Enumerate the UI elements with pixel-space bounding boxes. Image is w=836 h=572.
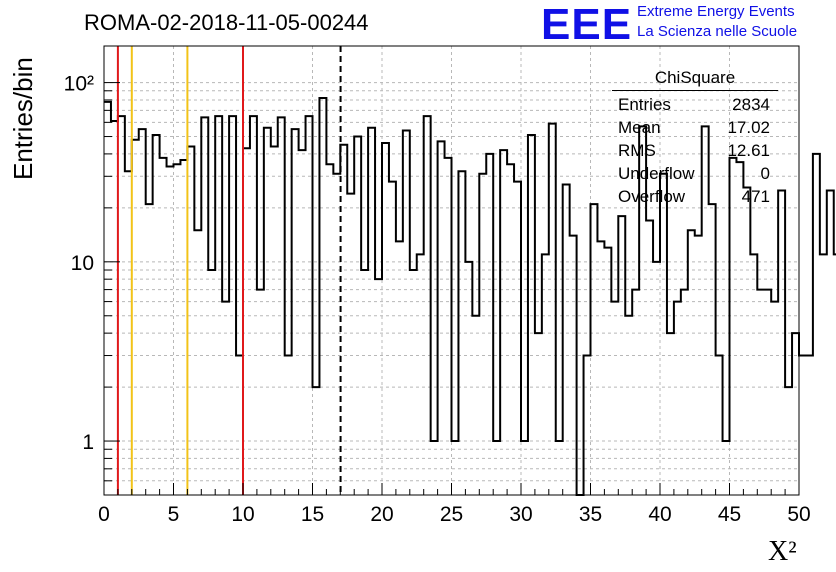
stats-value: 2834 xyxy=(732,95,770,114)
x-tick-label: 40 xyxy=(648,503,671,526)
chart-title: ROMA-02-2018-11-05-00244 xyxy=(84,10,369,35)
stats-label: RMS xyxy=(618,141,656,160)
x-tick-label: 50 xyxy=(787,503,810,526)
y-axis-label: Entries/bin xyxy=(8,57,38,180)
stats-value: 17.02 xyxy=(727,118,770,137)
x-axis-label: X² xyxy=(768,536,797,567)
y-tick-label: 10 xyxy=(71,252,94,275)
stats-value: 0 xyxy=(760,164,770,183)
stats-label: Overflow xyxy=(618,187,686,206)
eee-logo: EEE xyxy=(541,0,633,49)
y-tick-label: 10² xyxy=(64,73,94,96)
stats-label: Mean xyxy=(618,118,661,137)
x-tick-label: 5 xyxy=(168,503,180,526)
x-tick-label: 30 xyxy=(509,503,532,526)
x-tick-label: 25 xyxy=(440,503,463,526)
x-tick-label: 15 xyxy=(301,503,324,526)
logo-caption-line1: Extreme Energy Events xyxy=(637,3,795,20)
stats-row-entries: Entries 2834 xyxy=(612,93,778,116)
stats-row-rms: RMS 12.61 xyxy=(612,139,778,162)
x-tick-label: 0 xyxy=(98,503,110,526)
stats-row-overflow: Overflow 471 xyxy=(612,185,778,208)
x-tick-label: 45 xyxy=(718,503,741,526)
stats-row-mean: Mean 17.02 xyxy=(612,116,778,139)
stats-row-underflow: Underflow 0 xyxy=(612,162,778,185)
stats-value: 471 xyxy=(741,187,770,206)
x-tick-label: 35 xyxy=(579,503,602,526)
x-tick-label: 10 xyxy=(231,503,254,526)
y-tick-label: 1 xyxy=(82,431,94,454)
stats-label: Underflow xyxy=(618,164,695,183)
stats-value: 12.61 xyxy=(727,141,770,160)
x-tick-label: 20 xyxy=(370,503,393,526)
stats-box: ChiSquare Entries 2834 Mean 17.02 RMS 12.61… xyxy=(612,68,778,208)
stats-title: ChiSquare xyxy=(612,68,778,91)
logo-caption-line2: La Scienza nelle Scuole xyxy=(637,23,798,40)
stats-label: Entries xyxy=(618,95,671,114)
